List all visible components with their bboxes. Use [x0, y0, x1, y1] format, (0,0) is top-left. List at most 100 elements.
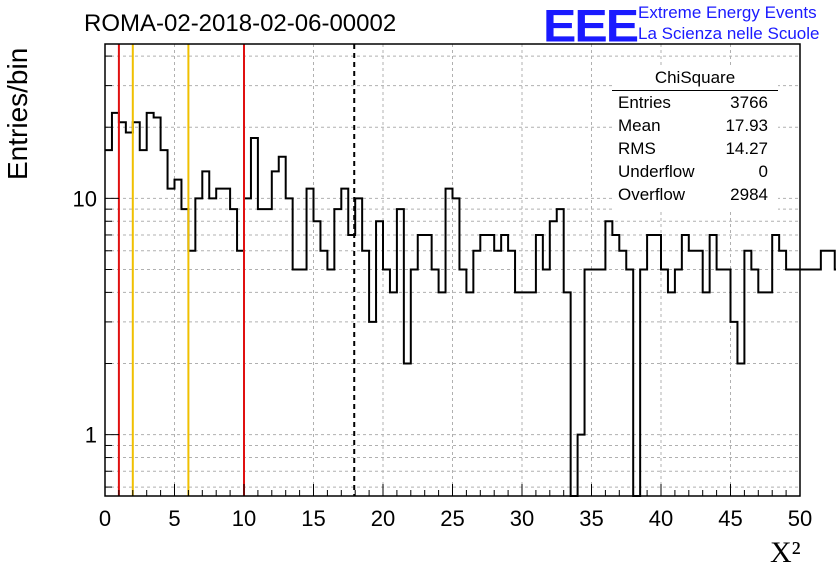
histogram-bin: [550, 221, 557, 496]
histogram-bin: [334, 209, 341, 496]
x-axis-label: X²: [770, 536, 801, 569]
histogram-bin: [807, 269, 814, 496]
page-title: ROMA-02-2018-02-06-00002: [84, 10, 397, 37]
histogram-bin: [480, 235, 487, 496]
stats-divider: [612, 90, 778, 91]
histogram-bin: [654, 235, 661, 496]
histogram-bin: [494, 251, 501, 496]
histogram-bin: [202, 171, 209, 496]
histogram-bin: [404, 364, 411, 496]
histogram-bin: [703, 292, 710, 496]
histogram-bin: [821, 251, 828, 496]
reference-lines: [117, 44, 356, 496]
histogram-bin: [689, 251, 696, 496]
histogram-bin: [265, 209, 272, 496]
histogram-bin: [459, 269, 466, 496]
histogram-bin: [223, 189, 230, 496]
histogram-bin: [216, 189, 223, 496]
histogram-bin: [439, 292, 446, 496]
histogram-bin: [244, 198, 251, 496]
histogram-bin: [237, 251, 244, 496]
histogram-bin: [466, 292, 473, 496]
histogram-bin: [772, 235, 779, 496]
histogram-bin: [661, 269, 668, 496]
logo-subtitle-1: Extreme Energy Events: [638, 3, 817, 22]
histogram-bin: [397, 209, 404, 496]
stats-label: Mean: [618, 116, 661, 135]
histogram-bin: [119, 122, 126, 496]
histogram-bin: [168, 189, 175, 496]
histogram-bin: [140, 150, 147, 496]
histogram-bin: [779, 251, 786, 496]
histogram-bin: [161, 150, 168, 496]
histogram-bin: [640, 269, 647, 496]
histogram-bin: [376, 221, 383, 496]
histogram-bin: [209, 198, 216, 496]
histogram-bin: [105, 150, 112, 496]
x-tick-label: 0: [99, 506, 111, 531]
histogram-bin: [126, 132, 133, 496]
histogram-bin: [522, 292, 529, 496]
histogram-bin: [536, 235, 543, 496]
histogram-bin: [793, 269, 800, 496]
x-tick-label: 15: [301, 506, 325, 531]
histogram-bin: [731, 322, 738, 496]
x-tick-label: 40: [649, 506, 673, 531]
histogram-bin: [557, 209, 564, 496]
histogram-bin: [724, 269, 731, 496]
stats-value: 17.93: [725, 116, 768, 135]
stats-title: ChiSquare: [654, 68, 736, 87]
histogram-bin: [515, 292, 522, 496]
histogram-bin: [195, 198, 202, 496]
histogram-bin: [133, 122, 140, 496]
histogram-bin: [487, 235, 494, 496]
histogram-bin: [320, 251, 327, 496]
histogram-bin: [355, 198, 362, 496]
tick-labels: 0 5 10 15 20 25 30 35 40 45 50 1 10: [73, 186, 813, 531]
stats-value: 2984: [730, 185, 768, 204]
histogram-bin: [647, 235, 654, 496]
histogram-bin: [314, 221, 321, 496]
histogram-bin: [453, 198, 460, 496]
histogram-bin: [828, 251, 835, 496]
histogram-bin: [501, 235, 508, 496]
x-tick-label: 20: [371, 506, 395, 531]
histogram-bin: [814, 269, 821, 496]
histogram-bin: [175, 180, 182, 496]
histogram-bin: [279, 157, 286, 496]
histogram-bin: [258, 209, 265, 496]
histogram-bin: [598, 269, 605, 496]
histogram-bin: [737, 364, 744, 496]
histogram-bin: [341, 189, 348, 496]
histogram-bin: [300, 269, 307, 496]
histogram-bin: [758, 292, 765, 496]
grid-lines: [105, 44, 800, 496]
x-tick-label: 35: [579, 506, 603, 531]
histogram-bin: [626, 269, 633, 496]
histogram-bin: [272, 171, 279, 496]
histogram-bin: [286, 198, 293, 496]
histogram-bin: [188, 251, 195, 496]
histogram-bin: [668, 292, 675, 496]
histogram-bin: [612, 235, 619, 496]
x-tick-label: 50: [788, 506, 812, 531]
axis-ticks: [104, 55, 801, 496]
histogram-bin: [411, 269, 418, 496]
x-tick-label: 30: [510, 506, 534, 531]
histogram-bin: [154, 117, 161, 496]
histogram-bin: [362, 251, 369, 496]
histogram-bin: [578, 435, 585, 496]
eee-logo: EEE: [543, 0, 639, 52]
stats-label: Underflow: [618, 162, 695, 181]
histogram-bin: [619, 251, 626, 496]
histogram-bin: [765, 292, 772, 496]
histogram-bin: [390, 292, 397, 496]
histogram-bin: [425, 235, 432, 496]
histogram-bin: [432, 269, 439, 496]
histogram-bin: [383, 269, 390, 496]
histogram-bin: [147, 113, 154, 496]
histogram-bin: [786, 269, 793, 496]
histogram-bin: [592, 269, 599, 496]
stats-label: Entries: [618, 93, 671, 112]
